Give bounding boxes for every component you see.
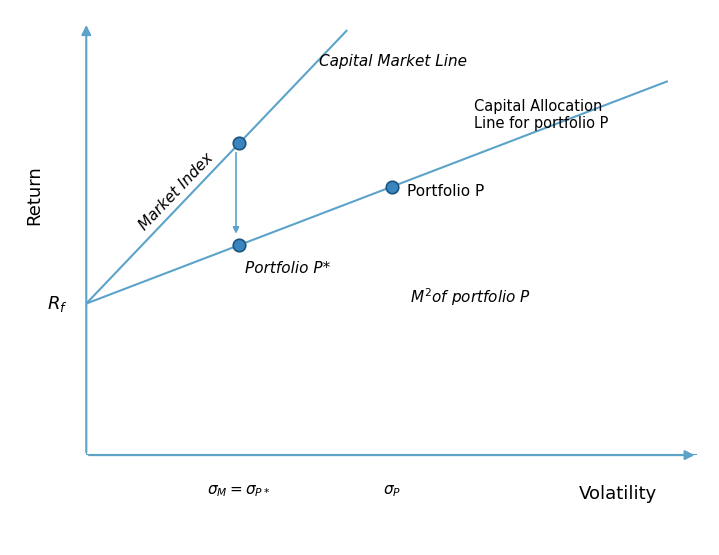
Text: $M^2\mathit{of\ portfolio\ P}$: $M^2\mathit{of\ portfolio\ P}$ — [410, 286, 531, 308]
Text: Volatility: Volatility — [579, 485, 657, 503]
Text: $R_f$: $R_f$ — [47, 294, 68, 314]
Text: Portfolio P: Portfolio P — [407, 184, 485, 199]
Text: $\sigma_P$: $\sigma_P$ — [383, 483, 401, 499]
Text: Portfolio P*: Portfolio P* — [245, 261, 331, 276]
Text: Capital Market Line: Capital Market Line — [319, 54, 467, 69]
Text: $\sigma_M = \sigma_{P*}$: $\sigma_M = \sigma_{P*}$ — [207, 483, 271, 499]
Text: Return: Return — [25, 165, 43, 225]
Text: Capital Allocation
Line for portfolio P: Capital Allocation Line for portfolio P — [475, 99, 609, 132]
Text: Market Index: Market Index — [136, 150, 216, 233]
